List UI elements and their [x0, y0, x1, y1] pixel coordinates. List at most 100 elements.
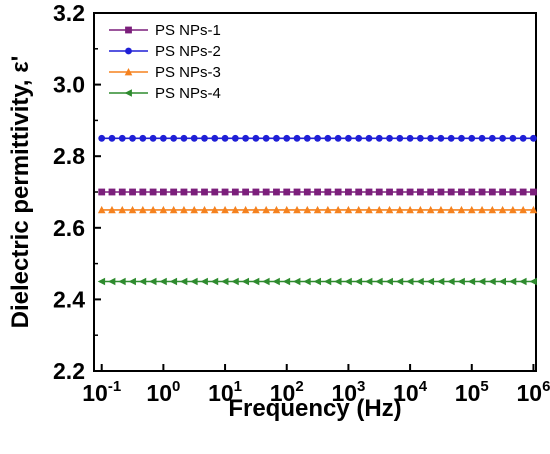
data-point	[231, 188, 239, 196]
data-point	[118, 134, 126, 142]
x-tick-label: 101	[208, 378, 242, 406]
data-point	[437, 205, 445, 214]
data-point	[458, 188, 465, 196]
data-point	[334, 134, 342, 142]
data-point	[241, 277, 250, 286]
x-tick-label: 105	[455, 378, 489, 406]
data-point	[529, 277, 537, 286]
data-point	[478, 277, 486, 286]
data-point	[201, 188, 208, 196]
data-point	[437, 134, 445, 142]
data-point	[334, 188, 342, 196]
data-point	[282, 205, 291, 214]
data-point	[252, 205, 260, 214]
data-point	[509, 188, 517, 196]
data-point	[200, 205, 209, 214]
y-tick-label: 2.6	[53, 215, 85, 241]
data-point	[159, 205, 168, 214]
data-point	[241, 205, 250, 214]
data-point	[406, 134, 414, 142]
x-tick-label: 102	[270, 378, 304, 406]
data-point	[231, 205, 240, 214]
data-point	[365, 188, 373, 196]
data-point	[386, 188, 393, 196]
data-point	[200, 277, 208, 286]
data-point	[478, 134, 486, 142]
series-ps-nps-4	[97, 277, 537, 286]
data-point	[427, 188, 435, 196]
data-point	[149, 134, 157, 142]
data-point	[242, 188, 250, 196]
data-point	[344, 205, 353, 214]
y-tick-label: 3.2	[53, 0, 85, 26]
data-point	[519, 134, 527, 142]
data-point	[386, 134, 393, 142]
data-point	[478, 205, 486, 214]
data-point	[128, 277, 136, 286]
data-point	[262, 134, 270, 142]
data-point	[365, 205, 373, 214]
data-point	[252, 188, 260, 196]
data-point	[396, 205, 404, 214]
data-point	[324, 134, 332, 142]
legend-marker	[125, 26, 132, 34]
data-point	[313, 277, 321, 286]
data-point	[355, 134, 363, 142]
data-point	[416, 188, 424, 196]
data-point	[396, 188, 404, 196]
data-point	[210, 277, 219, 286]
data-point	[211, 188, 219, 196]
data-point	[149, 205, 157, 214]
series-ps-nps-3	[97, 205, 538, 214]
data-point	[354, 277, 363, 286]
data-point	[221, 134, 229, 142]
data-point	[262, 188, 270, 196]
data-point	[323, 277, 332, 286]
data-point	[530, 188, 537, 196]
data-point	[262, 277, 270, 286]
data-point	[375, 277, 383, 286]
data-point	[437, 188, 445, 196]
legend-marker	[124, 68, 133, 76]
data-point	[262, 205, 270, 214]
data-point	[129, 134, 136, 142]
data-point	[395, 277, 404, 286]
data-point	[221, 188, 229, 196]
data-point	[488, 134, 496, 142]
data-point	[169, 205, 178, 214]
data-point	[108, 134, 116, 142]
data-point	[478, 188, 486, 196]
data-point	[97, 205, 106, 214]
legend-label: PS NPs-3	[155, 64, 221, 81]
data-point	[97, 277, 106, 286]
axes-layer: 2.2 2.4 2.6 2.8 3.0 3.2 10-1 100 101 102 103 104 105…	[53, 0, 550, 406]
data-point	[344, 277, 352, 286]
data-point	[98, 134, 106, 142]
data-point	[139, 188, 147, 196]
x-tick-label: 106	[516, 378, 550, 406]
data-point	[210, 205, 219, 214]
data-point	[190, 188, 198, 196]
data-point	[529, 205, 538, 214]
data-point	[458, 134, 465, 142]
x-axis-title: Frequency (Hz)	[228, 395, 401, 422]
data-point	[314, 134, 321, 142]
data-point	[128, 205, 137, 214]
data-point	[468, 188, 476, 196]
data-point	[508, 277, 517, 286]
legend-item: PS NPs-2	[109, 43, 221, 60]
data-point	[426, 277, 435, 286]
data-point	[159, 134, 167, 142]
data-point	[468, 134, 476, 142]
data-point	[129, 188, 136, 196]
data-point	[375, 188, 383, 196]
data-point	[364, 277, 373, 286]
data-point	[211, 134, 219, 142]
data-point	[190, 277, 198, 286]
data-point	[385, 277, 393, 286]
data-point	[406, 188, 414, 196]
data-point	[416, 277, 424, 286]
data-point	[221, 277, 229, 286]
data-point	[179, 277, 188, 286]
data-point	[108, 188, 116, 196]
